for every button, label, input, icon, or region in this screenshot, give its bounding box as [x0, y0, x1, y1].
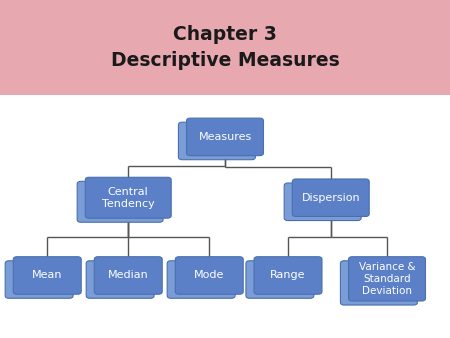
Text: Chapter 3
Descriptive Measures: Chapter 3 Descriptive Measures [111, 25, 339, 70]
Text: Mode: Mode [194, 270, 225, 281]
FancyBboxPatch shape [13, 257, 81, 294]
Text: Range: Range [270, 270, 306, 281]
FancyBboxPatch shape [254, 257, 322, 294]
FancyBboxPatch shape [167, 261, 235, 298]
FancyBboxPatch shape [246, 261, 314, 298]
FancyBboxPatch shape [77, 182, 163, 222]
FancyBboxPatch shape [178, 122, 255, 160]
FancyBboxPatch shape [94, 257, 162, 294]
FancyBboxPatch shape [348, 257, 426, 301]
Text: Central
Tendency: Central Tendency [102, 187, 155, 209]
FancyBboxPatch shape [284, 183, 361, 221]
Text: Measures: Measures [198, 132, 252, 142]
FancyBboxPatch shape [176, 257, 243, 294]
Text: Mean: Mean [32, 270, 63, 281]
FancyBboxPatch shape [86, 261, 154, 298]
FancyBboxPatch shape [186, 118, 263, 155]
FancyBboxPatch shape [292, 179, 369, 217]
FancyBboxPatch shape [340, 261, 418, 305]
Text: Dispersion: Dispersion [302, 193, 360, 203]
Text: Median: Median [108, 270, 148, 281]
FancyBboxPatch shape [5, 261, 73, 298]
FancyBboxPatch shape [0, 0, 450, 95]
FancyBboxPatch shape [85, 177, 171, 218]
Text: Variance &
Standard
Deviation: Variance & Standard Deviation [359, 262, 415, 296]
